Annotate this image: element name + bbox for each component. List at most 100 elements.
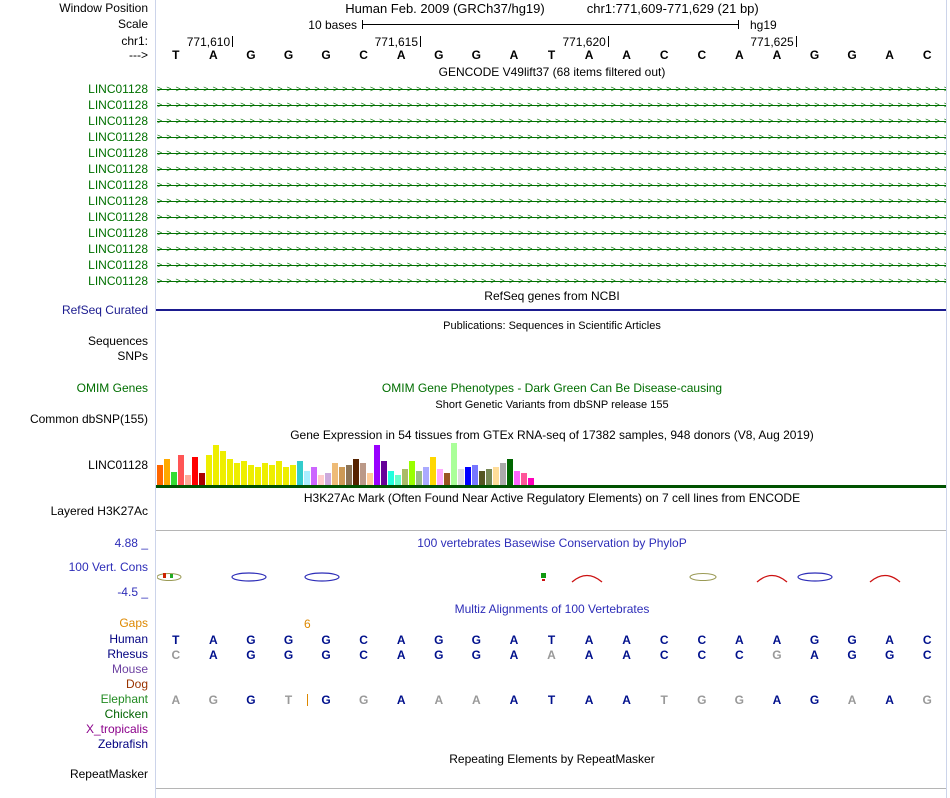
repeatmasker-label[interactable]: RepeatMasker bbox=[69, 767, 148, 781]
gtex-bar[interactable] bbox=[283, 467, 289, 485]
h3k27ac-label[interactable]: Layered H3K27Ac bbox=[50, 504, 148, 518]
species-label-rhesus[interactable]: Rhesus bbox=[107, 647, 148, 661]
gtex-bar[interactable] bbox=[346, 465, 352, 485]
gencode-gene-label[interactable]: LINC01128 bbox=[88, 274, 148, 288]
gtex-bar[interactable] bbox=[402, 469, 408, 485]
gencode-gene-label[interactable]: LINC01128 bbox=[88, 194, 148, 208]
gtex-bar[interactable] bbox=[430, 457, 436, 485]
gtex-bar[interactable] bbox=[311, 467, 317, 485]
gtex-bar[interactable] bbox=[458, 469, 464, 485]
gtex-bar[interactable] bbox=[395, 475, 401, 485]
gtex-bar[interactable] bbox=[227, 459, 233, 485]
gencode-gene-label[interactable]: LINC01128 bbox=[88, 82, 148, 96]
gtex-bar[interactable] bbox=[339, 467, 345, 485]
gtex-bar[interactable] bbox=[304, 471, 310, 485]
snps-label[interactable]: SNPs bbox=[117, 349, 148, 363]
gtex-bar[interactable] bbox=[367, 473, 373, 485]
gencode-gene-label[interactable]: LINC01128 bbox=[88, 242, 148, 256]
gtex-bar[interactable] bbox=[479, 471, 485, 485]
conservation-glyphs[interactable] bbox=[157, 558, 947, 598]
cons-track-label[interactable]: 100 Vert. Cons bbox=[68, 560, 148, 574]
gtex-bar[interactable] bbox=[248, 465, 254, 485]
species-label-chicken[interactable]: Chicken bbox=[104, 707, 148, 721]
gtex-bar[interactable] bbox=[332, 463, 338, 485]
species-label-elephant[interactable]: Elephant bbox=[100, 692, 148, 706]
gencode-transcript[interactable]: >>>>>>>>>>>>>>>>>>>>>>>>>>>>>>>>>>>>>>>>… bbox=[157, 225, 946, 241]
gtex-bar[interactable] bbox=[493, 467, 499, 485]
gencode-transcript[interactable]: >>>>>>>>>>>>>>>>>>>>>>>>>>>>>>>>>>>>>>>>… bbox=[157, 113, 946, 129]
gtex-bar[interactable] bbox=[213, 445, 219, 485]
gencode-gene-label[interactable]: LINC01128 bbox=[88, 98, 148, 112]
gencode-transcript[interactable]: >>>>>>>>>>>>>>>>>>>>>>>>>>>>>>>>>>>>>>>>… bbox=[157, 81, 946, 97]
gtex-bar[interactable] bbox=[262, 463, 268, 485]
gtex-bar[interactable] bbox=[290, 465, 296, 485]
gencode-transcript[interactable]: >>>>>>>>>>>>>>>>>>>>>>>>>>>>>>>>>>>>>>>>… bbox=[157, 129, 946, 145]
gtex-bar[interactable] bbox=[276, 461, 282, 485]
gencode-gene-label[interactable]: LINC01128 bbox=[88, 114, 148, 128]
gtex-bar[interactable] bbox=[451, 443, 457, 485]
gtex-bar[interactable] bbox=[192, 457, 198, 485]
multiz-track-title[interactable]: Multiz Alignments of 100 Vertebrates bbox=[454, 602, 650, 616]
gencode-transcript[interactable]: >>>>>>>>>>>>>>>>>>>>>>>>>>>>>>>>>>>>>>>>… bbox=[157, 193, 946, 209]
gencode-transcript[interactable]: >>>>>>>>>>>>>>>>>>>>>>>>>>>>>>>>>>>>>>>>… bbox=[157, 161, 946, 177]
species-label-mouse[interactable]: Mouse bbox=[111, 662, 148, 676]
dbsnp-track-title[interactable]: Short Genetic Variants from dbSNP releas… bbox=[435, 399, 669, 411]
gtex-bar[interactable] bbox=[465, 467, 471, 485]
gencode-gene-label[interactable]: LINC01128 bbox=[88, 178, 148, 192]
gencode-gene-label[interactable]: LINC01128 bbox=[88, 162, 148, 176]
gencode-gene-label[interactable]: LINC01128 bbox=[88, 210, 148, 224]
gencode-track-title[interactable]: GENCODE V49lift37 (68 items filtered out… bbox=[438, 65, 666, 79]
gtex-bar[interactable] bbox=[437, 469, 443, 485]
sequences-label[interactable]: Sequences bbox=[87, 334, 148, 348]
gtex-bar[interactable] bbox=[241, 461, 247, 485]
gtex-bar[interactable] bbox=[486, 469, 492, 485]
gtex-bar[interactable] bbox=[423, 467, 429, 485]
gtex-bar[interactable] bbox=[374, 445, 380, 485]
gencode-transcript[interactable]: >>>>>>>>>>>>>>>>>>>>>>>>>>>>>>>>>>>>>>>>… bbox=[157, 241, 946, 257]
omim-track-title[interactable]: OMIM Gene Phenotypes - Dark Green Can Be… bbox=[381, 381, 723, 395]
gtex-bar[interactable] bbox=[199, 473, 205, 485]
gtex-gene-model-line[interactable] bbox=[156, 485, 946, 488]
refseq-curated-label[interactable]: RefSeq Curated bbox=[61, 303, 148, 317]
gencode-transcript[interactable]: >>>>>>>>>>>>>>>>>>>>>>>>>>>>>>>>>>>>>>>>… bbox=[157, 145, 946, 161]
gtex-bar[interactable] bbox=[528, 478, 534, 485]
gtex-bar[interactable] bbox=[255, 467, 261, 485]
gencode-transcript[interactable]: >>>>>>>>>>>>>>>>>>>>>>>>>>>>>>>>>>>>>>>>… bbox=[157, 257, 946, 273]
gencode-gene-label[interactable]: LINC01128 bbox=[88, 226, 148, 240]
gtex-bar[interactable] bbox=[269, 465, 275, 485]
gencode-transcript[interactable]: >>>>>>>>>>>>>>>>>>>>>>>>>>>>>>>>>>>>>>>>… bbox=[157, 209, 946, 225]
conservation-track-title[interactable]: 100 vertebrates Basewise Conservation by… bbox=[417, 536, 687, 550]
gencode-transcript[interactable]: >>>>>>>>>>>>>>>>>>>>>>>>>>>>>>>>>>>>>>>>… bbox=[157, 97, 946, 113]
gtex-bar[interactable] bbox=[381, 461, 387, 485]
gtex-track-title[interactable]: Gene Expression in 54 tissues from GTEx … bbox=[290, 428, 814, 442]
omim-genes-label[interactable]: OMIM Genes bbox=[76, 381, 148, 395]
gtex-bar[interactable] bbox=[171, 472, 177, 485]
gencode-gene-label[interactable]: LINC01128 bbox=[88, 130, 148, 144]
gtex-bar[interactable] bbox=[500, 463, 506, 485]
species-label-human[interactable]: Human bbox=[109, 632, 148, 646]
gtex-bar[interactable] bbox=[353, 459, 359, 485]
gencode-gene-label[interactable]: LINC01128 bbox=[88, 146, 148, 160]
gtex-bar[interactable] bbox=[409, 461, 415, 485]
gtex-bar[interactable] bbox=[157, 465, 163, 485]
gtex-bar[interactable] bbox=[472, 465, 478, 485]
gtex-bar[interactable] bbox=[234, 463, 240, 485]
gtex-bar[interactable] bbox=[444, 473, 450, 485]
gtex-gene-label[interactable]: LINC01128 bbox=[88, 458, 148, 472]
repeatmasker-track-title[interactable]: Repeating Elements by RepeatMasker bbox=[449, 752, 655, 766]
gencode-transcript[interactable]: >>>>>>>>>>>>>>>>>>>>>>>>>>>>>>>>>>>>>>>>… bbox=[157, 177, 946, 193]
species-label-x-tropicalis[interactable]: X_tropicalis bbox=[85, 722, 148, 736]
publications-track-title[interactable]: Publications: Sequences in Scientific Ar… bbox=[443, 320, 661, 332]
gencode-gene-label[interactable]: LINC01128 bbox=[88, 258, 148, 272]
gtex-bar[interactable] bbox=[507, 459, 513, 485]
gtex-bar[interactable] bbox=[416, 471, 422, 485]
gtex-bar[interactable] bbox=[297, 461, 303, 485]
gtex-bar[interactable] bbox=[164, 459, 170, 485]
species-label-zebrafish[interactable]: Zebrafish bbox=[97, 737, 148, 751]
refseq-track-title[interactable]: RefSeq genes from NCBI bbox=[484, 289, 620, 303]
gtex-bar[interactable] bbox=[325, 473, 331, 485]
gtex-bar[interactable] bbox=[521, 473, 527, 485]
h3k27ac-track-title[interactable]: H3K27Ac Mark (Often Found Near Active Re… bbox=[303, 491, 801, 505]
gtex-bar[interactable] bbox=[206, 455, 212, 485]
